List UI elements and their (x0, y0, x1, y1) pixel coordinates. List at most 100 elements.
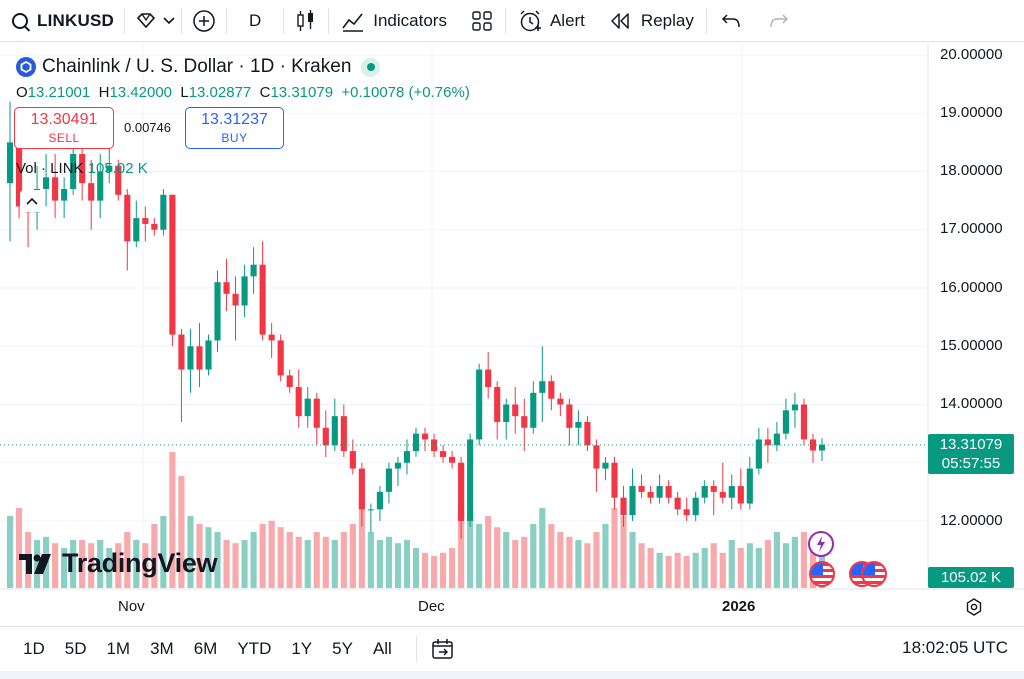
undo-button[interactable] (707, 0, 755, 42)
replay-button[interactable]: Replay (597, 0, 706, 42)
candle-body (773, 433, 780, 446)
buy-button[interactable]: 13.31237 BUY (185, 107, 284, 149)
volume-bar (791, 536, 799, 588)
volume-bar (187, 516, 194, 588)
add-symbol-button[interactable] (182, 0, 226, 42)
redo-icon (770, 13, 788, 27)
alert-button[interactable]: Alert (506, 0, 597, 42)
volume-bar (737, 548, 744, 588)
candle-body (6, 142, 14, 184)
sell-label: SELL (48, 131, 80, 145)
sell-button[interactable]: 13.30491 SELL (14, 107, 114, 149)
volume-bar (620, 516, 627, 588)
candle-body (196, 346, 203, 370)
range-all[interactable]: All (372, 639, 392, 658)
symbol-name: LINKUSD (37, 10, 114, 30)
high-value: 13.42000 (109, 84, 173, 101)
rewind-icon (611, 12, 629, 29)
volume-bar (710, 543, 717, 588)
candle-body (223, 282, 230, 294)
indicators-button[interactable]: Indicators (329, 0, 459, 42)
volume-bar (530, 524, 537, 588)
price-chart[interactable] (0, 43, 1024, 626)
tradingview-watermark[interactable]: TradingView (18, 548, 218, 579)
candles-icon (297, 9, 314, 31)
candle-body (530, 392, 537, 428)
close-value: 13.31079 (270, 84, 334, 101)
volume-bar (70, 540, 77, 588)
top-toolbar: LINKUSD D Indicators Alert Replay (0, 0, 1024, 42)
volume-bar (358, 500, 365, 588)
candle-body (449, 456, 456, 463)
candle-body (692, 497, 699, 516)
candle-body (115, 165, 122, 195)
volume-bar (133, 540, 140, 588)
candle-body (476, 369, 483, 440)
redo-button[interactable] (755, 0, 803, 42)
candle-body (358, 468, 365, 510)
range-5y[interactable]: 5Y (332, 639, 353, 658)
clock-timezone[interactable]: 18:02:05 UTC (902, 638, 1008, 657)
volume-bar (151, 524, 158, 588)
candle-body (818, 444, 826, 451)
candle-body (322, 427, 329, 446)
volume-bar (800, 532, 808, 588)
range-5d[interactable]: 5D (64, 639, 87, 658)
chart-pane[interactable] (0, 43, 1024, 626)
volume-bar (782, 543, 789, 588)
candle-body (349, 451, 356, 469)
collapse-legend-button[interactable] (20, 190, 44, 212)
ai-insight-icon[interactable] (808, 531, 834, 557)
volume-bar (539, 508, 546, 588)
volume-bar (512, 540, 519, 588)
candle-body (467, 439, 474, 521)
volume-bar (485, 516, 492, 588)
candle-body (485, 369, 492, 388)
range-6m[interactable]: 6M (193, 639, 218, 658)
volume-bar (692, 552, 699, 588)
price-axis-label: 14.00000 (940, 395, 1003, 412)
us-flag-event-icon[interactable] (861, 561, 887, 587)
candle-body (656, 486, 663, 498)
last-price-tag[interactable]: 13.31079 05:57:55 (928, 434, 1014, 474)
range-1d[interactable]: 1D (23, 639, 45, 658)
candle-body (97, 171, 104, 201)
symbol-search[interactable]: LINKUSD (0, 0, 124, 42)
replay-label: Replay (640, 10, 694, 30)
candle-body (647, 491, 654, 498)
chart-type-button[interactable] (284, 0, 328, 42)
search-icon (12, 12, 31, 32)
volume-bar (367, 532, 374, 588)
volume-value: 105.02 K (87, 160, 148, 177)
range-1y[interactable]: 1Y (291, 639, 313, 658)
volume-label: Vol · LINK (16, 160, 84, 177)
layout-button[interactable] (459, 0, 505, 42)
compare-dropdown[interactable] (125, 0, 181, 42)
us-flag-event-icon[interactable] (809, 561, 835, 587)
volume-bar (629, 532, 636, 588)
range-1m[interactable]: 1M (106, 639, 131, 658)
alarm-clock-icon (520, 9, 541, 31)
volume-bar (764, 540, 771, 588)
candle-body (394, 462, 402, 469)
candle-body (43, 177, 50, 189)
axis-settings-button[interactable] (964, 597, 984, 622)
volume-legend[interactable]: Vol · LINK 105.02 K (16, 160, 148, 177)
price-axis-label: 17.00000 (940, 220, 1003, 237)
range-3m[interactable]: 3M (150, 639, 174, 658)
candle-body (421, 433, 429, 440)
volume-bar (476, 524, 483, 588)
volume-bar (439, 552, 447, 588)
interval-button[interactable]: D (248, 10, 262, 30)
range-ytd[interactable]: YTD (237, 639, 272, 658)
heart-compare-icon (136, 12, 156, 28)
chart-legend-title[interactable]: Chainlink / U. S. Dollar · 1D · Kraken (16, 56, 381, 78)
divider (328, 7, 330, 34)
high-label: H (98, 84, 110, 101)
candle-body (791, 404, 799, 411)
price-axis-label: 18.00000 (940, 162, 1003, 179)
candle-body (710, 486, 717, 492)
volume-bar (196, 524, 203, 588)
go-to-date-button[interactable] (417, 638, 469, 660)
volume-bar (313, 532, 320, 588)
